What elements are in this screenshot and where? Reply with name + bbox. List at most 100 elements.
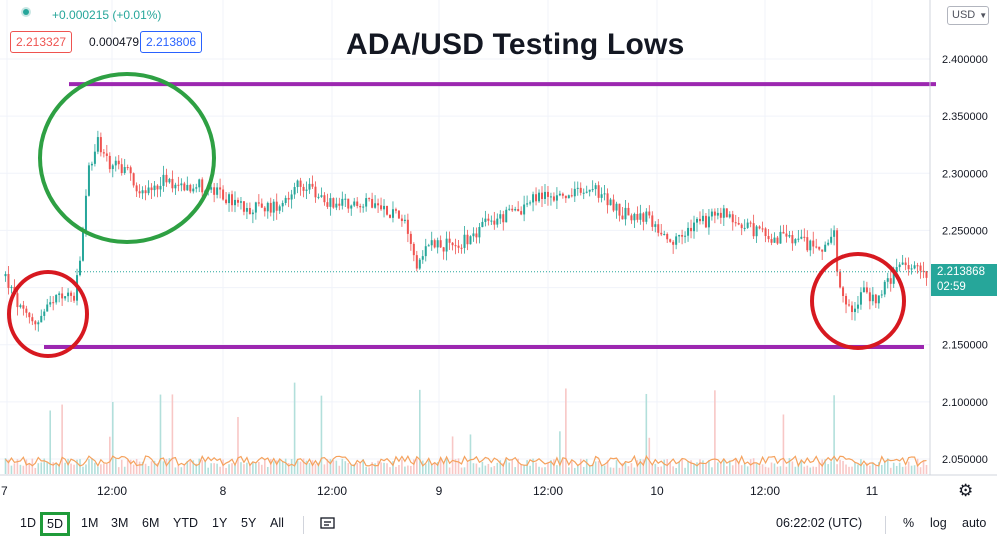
volume-bar — [836, 464, 838, 474]
settings-gear-icon[interactable]: ⚙ — [958, 481, 974, 500]
current-price-value: 2.213868 — [937, 266, 985, 278]
volume-bar — [395, 466, 397, 474]
candle-body — [406, 219, 409, 234]
volume-bar — [797, 463, 800, 474]
candle-body — [281, 202, 284, 207]
candle-body — [150, 187, 153, 191]
volume-bar — [740, 465, 743, 474]
candle-body — [430, 240, 433, 246]
volume-bar — [16, 459, 19, 474]
volume-bar — [731, 465, 734, 474]
time-tick-label: 12:00 — [317, 484, 347, 498]
volume-bar — [475, 463, 478, 474]
candle-body — [639, 213, 642, 220]
volume-bar — [594, 461, 597, 474]
range-all-button[interactable]: All — [270, 516, 284, 530]
candle-body — [508, 208, 511, 210]
candle-body — [263, 207, 266, 212]
date-range-goto-icon[interactable] — [320, 516, 336, 533]
candle-body — [186, 184, 189, 191]
volume-bar — [186, 460, 189, 474]
candle-body — [749, 222, 752, 224]
chevron-down-icon: ▼ — [979, 11, 988, 20]
auto-scale-button[interactable]: auto — [962, 516, 987, 530]
volume-bar — [34, 467, 37, 474]
toolbar-divider — [303, 516, 304, 534]
volume-bar — [734, 458, 737, 474]
volume-bar — [49, 410, 51, 474]
volume-bar — [13, 463, 16, 474]
range-6m-button[interactable]: 6M — [142, 516, 160, 530]
candle-body — [463, 234, 466, 248]
range-1y-button[interactable]: 1Y — [212, 516, 228, 530]
volume-bar — [597, 460, 600, 474]
candle-body — [746, 222, 749, 228]
candle-body — [910, 268, 913, 270]
volume-bar — [359, 462, 361, 474]
volume-bar — [773, 463, 776, 474]
volume-bar — [660, 466, 663, 474]
candle-body — [564, 195, 567, 199]
candle-body — [642, 213, 645, 222]
volume-bar — [466, 462, 469, 474]
volume-bar — [162, 461, 165, 474]
time-tick-label: 9 — [436, 484, 443, 498]
percent-scale-button[interactable]: % — [903, 516, 915, 530]
candle-body — [356, 201, 359, 207]
candle-body — [177, 184, 180, 186]
volume-bar — [442, 461, 445, 474]
volume-bar — [922, 460, 925, 474]
range-1m-button[interactable]: 1M — [81, 516, 99, 530]
candle-body — [549, 196, 552, 198]
candle-body — [466, 234, 469, 245]
candle-body — [773, 237, 776, 243]
range-1d-button[interactable]: 1D — [20, 516, 36, 530]
volume-bar — [863, 464, 865, 474]
volume-bar — [416, 458, 418, 474]
candle-body — [660, 232, 663, 235]
range-ytd-button[interactable]: YTD — [173, 516, 198, 530]
volume-bar — [591, 463, 594, 474]
volume-bar — [496, 462, 499, 474]
volume-bar — [708, 460, 710, 474]
volume-bar — [329, 459, 332, 474]
volume-bar — [201, 460, 204, 474]
volume-bar — [138, 461, 141, 474]
candle-body — [28, 312, 31, 318]
volume-bar — [177, 465, 180, 474]
volume-bar — [4, 458, 7, 474]
candle-body — [675, 236, 678, 245]
range-5d-button[interactable]: 5D — [40, 512, 70, 536]
bid-price-box[interactable]: 2.213327 — [10, 31, 73, 53]
candle-body — [517, 209, 520, 212]
candle-body — [120, 164, 123, 174]
candle-body — [96, 137, 99, 152]
volume-bar — [430, 464, 433, 474]
candle-body — [43, 311, 46, 316]
volume-bar — [37, 463, 40, 474]
volume-bar — [624, 462, 627, 474]
candle-body — [776, 237, 779, 244]
log-scale-button[interactable]: log — [930, 516, 947, 530]
volume-bar — [94, 462, 96, 474]
candle-body — [591, 189, 594, 191]
volume-bar — [573, 467, 576, 474]
volume-bar — [636, 460, 639, 474]
candle-body — [725, 208, 728, 218]
range-3m-button[interactable]: 3M — [111, 516, 129, 530]
range-5y-button[interactable]: 5Y — [241, 516, 257, 530]
currency-select[interactable]: USD ▼ — [947, 6, 989, 25]
volume-bar — [687, 461, 689, 474]
utc-clock[interactable]: 06:22:02 (UTC) — [776, 516, 863, 530]
candle-body — [621, 215, 624, 220]
volume-bar — [43, 458, 46, 474]
candle-body — [260, 203, 263, 208]
candle-body — [546, 191, 549, 197]
volume-bar — [246, 462, 248, 474]
volume-bar — [806, 465, 809, 474]
candle-body — [239, 201, 242, 203]
candle-body — [472, 233, 475, 237]
candle-body — [228, 194, 231, 204]
ask-price-box[interactable]: 2.213806 — [140, 31, 203, 53]
